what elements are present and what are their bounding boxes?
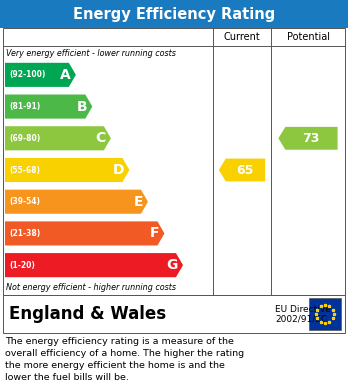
Text: Current: Current: [224, 32, 260, 42]
Text: 2002/91/EC: 2002/91/EC: [275, 314, 327, 323]
Text: Energy Efficiency Rating: Energy Efficiency Rating: [73, 7, 275, 22]
Text: (39-54): (39-54): [9, 197, 40, 206]
Text: (21-38): (21-38): [9, 229, 40, 238]
Text: (69-80): (69-80): [9, 134, 40, 143]
FancyBboxPatch shape: [0, 0, 348, 28]
Polygon shape: [5, 63, 76, 87]
Polygon shape: [219, 159, 265, 181]
Text: Potential: Potential: [286, 32, 330, 42]
Polygon shape: [5, 253, 183, 277]
Text: (92-100): (92-100): [9, 70, 45, 79]
Polygon shape: [5, 221, 165, 246]
Text: (55-68): (55-68): [9, 165, 40, 174]
Text: Very energy efficient - lower running costs: Very energy efficient - lower running co…: [6, 50, 176, 59]
Text: A: A: [60, 68, 71, 82]
Text: 73: 73: [302, 132, 320, 145]
Text: (81-91): (81-91): [9, 102, 40, 111]
Polygon shape: [5, 126, 111, 150]
Polygon shape: [5, 95, 92, 118]
Text: G: G: [167, 258, 178, 272]
Text: (1-20): (1-20): [9, 261, 35, 270]
FancyBboxPatch shape: [3, 28, 345, 295]
Text: EU Directive: EU Directive: [275, 305, 331, 314]
FancyBboxPatch shape: [3, 295, 345, 333]
Polygon shape: [278, 127, 338, 150]
Text: The energy efficiency rating is a measure of the
overall efficiency of a home. T: The energy efficiency rating is a measur…: [5, 337, 244, 382]
Text: B: B: [77, 100, 87, 113]
Text: E: E: [134, 195, 143, 209]
FancyBboxPatch shape: [309, 298, 341, 330]
Text: C: C: [96, 131, 106, 145]
Text: Not energy efficient - higher running costs: Not energy efficient - higher running co…: [6, 283, 176, 292]
Text: England & Wales: England & Wales: [9, 305, 166, 323]
Polygon shape: [5, 158, 129, 182]
Text: 65: 65: [236, 163, 254, 176]
Text: D: D: [113, 163, 125, 177]
Text: F: F: [150, 226, 159, 240]
Polygon shape: [5, 190, 148, 214]
